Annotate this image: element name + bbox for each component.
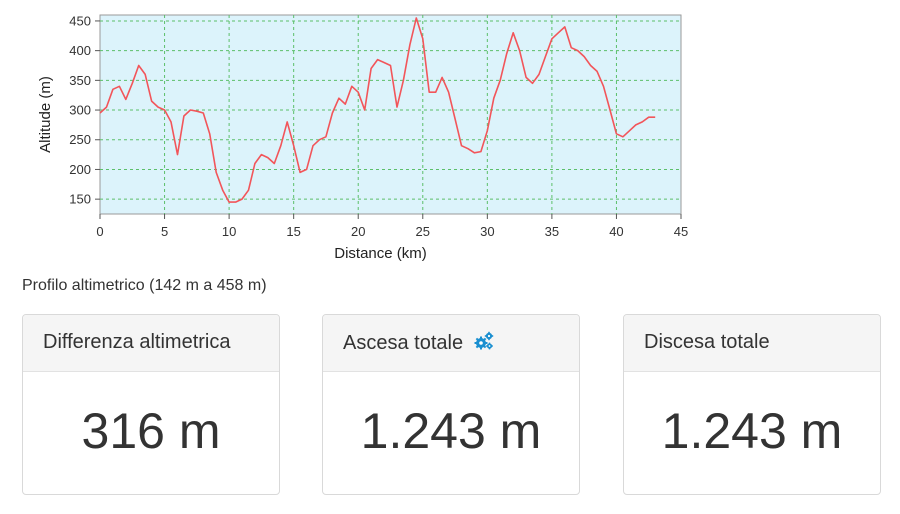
elevation-difference-title: Differenza altimetrica [43, 331, 231, 353]
card-header: Ascesa totale [323, 315, 579, 372]
total-ascent-value: 1.243 m [360, 403, 542, 459]
y-tick-label: 400 [69, 43, 91, 58]
total-descent-value: 1.243 m [661, 403, 843, 459]
y-tick-label: 300 [69, 103, 91, 118]
total-descent-card: Discesa totale 1.243 m [623, 314, 881, 495]
elevation-difference-card: Differenza altimetrica 316 m [22, 314, 280, 495]
total-ascent-title: Ascesa totale [343, 332, 464, 354]
profile-caption: Profilo altimetrico (142 m a 458 m) [22, 277, 267, 294]
total-descent-title: Discesa totale [644, 331, 770, 353]
x-tick-label: 15 [286, 224, 300, 239]
x-tick-label: 0 [96, 224, 103, 239]
x-tick-label: 30 [480, 224, 494, 239]
y-tick-label: 250 [69, 132, 91, 147]
card-header: Discesa totale [624, 315, 880, 372]
total-ascent-card: Ascesa totale [322, 314, 580, 495]
x-tick-label: 40 [609, 224, 623, 239]
y-tick-label: 150 [69, 192, 91, 207]
plot-area [99, 14, 682, 215]
y-tick-label: 350 [69, 73, 91, 88]
gears-icon[interactable] [473, 331, 495, 357]
card-header: Differenza altimetrica [23, 315, 279, 372]
elevation-difference-value: 316 m [81, 403, 221, 459]
x-tick-label: 35 [545, 224, 559, 239]
altitude-series-line [99, 17, 656, 203]
x-tick-label: 45 [674, 224, 688, 239]
x-tick-label: 10 [222, 224, 236, 239]
y-tick-label: 200 [69, 162, 91, 177]
x-tick-label: 20 [351, 224, 365, 239]
x-tick-label: 25 [416, 224, 430, 239]
x-axis-label: Distance (km) [334, 245, 427, 262]
x-tick-label: 5 [161, 224, 168, 239]
altitude-profile-chart: 0 5 10 15 20 25 30 35 40 45 150 200 250 300 350 400 450 D… [0, 0, 700, 270]
y-axis-label: Altitude (m) [37, 76, 54, 153]
y-tick-label: 450 [69, 13, 91, 28]
altitude-chart-svg: 0 5 10 15 20 25 30 35 40 45 150 200 250 300 350 400 450 D… [37, 13, 688, 262]
